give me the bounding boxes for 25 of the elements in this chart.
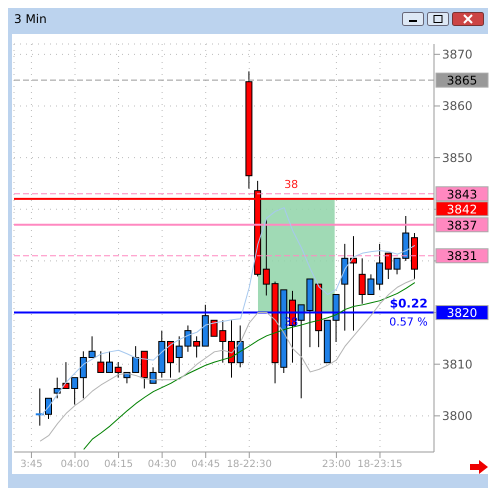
- x-tick-label: 18-23:15: [357, 459, 403, 470]
- annotation: 0.57 %: [389, 316, 428, 329]
- ref-line-label: 3865: [446, 74, 478, 88]
- x-tick-label: 04:45: [191, 459, 220, 470]
- y-tick-label: 3810: [442, 357, 473, 372]
- ref-line-label: 3837: [446, 218, 478, 232]
- y-tick-label: 3800: [442, 409, 473, 424]
- chart-title: 3 Min: [14, 12, 47, 26]
- x-tick-label: 04:15: [104, 459, 133, 470]
- y-tick-label: 3850: [442, 150, 473, 165]
- x-tick-label: 23:00: [322, 459, 351, 470]
- ref-line-label: 3831: [446, 249, 478, 264]
- y-tick-label: 3860: [442, 99, 473, 114]
- x-tick-label: 3:45: [20, 459, 43, 470]
- ref-line-label: 3843: [446, 187, 478, 202]
- annotation: $0.22: [390, 296, 428, 311]
- ref-line-label: 3842: [446, 202, 478, 216]
- x-tick-label: 04:00: [60, 459, 90, 470]
- annotation: 38: [284, 316, 298, 329]
- x-tick-label: 04:30: [148, 459, 177, 470]
- y-tick-label: 3870: [442, 48, 473, 62]
- x-tick-label: 18-22:30: [226, 459, 272, 470]
- annotation: 38: [284, 178, 298, 191]
- ref-line-label: 3820: [446, 306, 478, 320]
- candlestick: [358, 258, 366, 304]
